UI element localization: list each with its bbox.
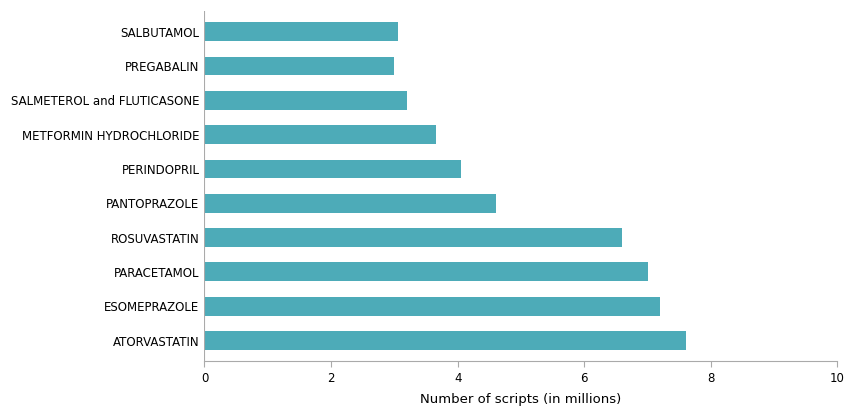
Bar [205,331,686,350]
Bar [205,228,622,247]
Bar [205,57,395,75]
Bar [205,125,436,144]
Bar [205,262,647,281]
Bar [205,91,407,110]
Bar [205,297,660,316]
Bar [205,160,461,178]
X-axis label: Number of scripts (in millions): Number of scripts (in millions) [420,393,621,406]
Bar [205,22,397,41]
Bar [205,194,496,213]
